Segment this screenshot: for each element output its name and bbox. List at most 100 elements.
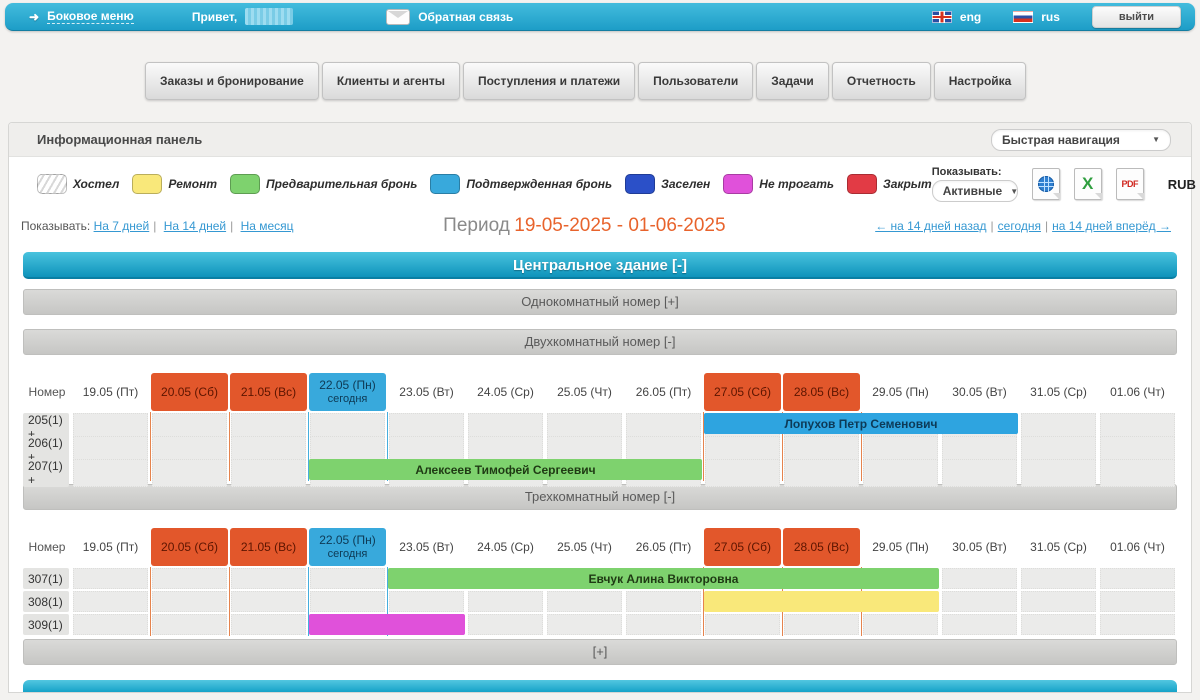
logout-button[interactable]: выйти	[1091, 5, 1181, 28]
calendar-cell[interactable]	[152, 591, 227, 612]
calendar-cell[interactable]	[1100, 591, 1175, 612]
booking-bar[interactable]: Лопухов Петр Семенович	[703, 413, 1018, 434]
calendar-cell[interactable]	[310, 591, 385, 612]
filter-select[interactable]: Активные ▼	[931, 180, 1018, 202]
day-header-cell: 26.05 (Пт)	[625, 528, 702, 566]
calendar-table: Номер 19.05 (Пт) 20.05 (Сб) 21.05 (Вс) 22.05…	[23, 372, 1177, 487]
calendar-cell[interactable]	[784, 614, 859, 635]
calendar-cell[interactable]	[705, 459, 780, 487]
day-header-cell: 24.05 (Ср)	[467, 373, 544, 411]
calendar-cell[interactable]	[468, 591, 543, 612]
legend-item: Заселен	[625, 174, 710, 194]
calendar-cell[interactable]	[1100, 614, 1175, 635]
day-header-cell: 27.05 (Сб)	[704, 373, 781, 411]
calendar-cell[interactable]	[942, 459, 1017, 487]
excel-export-icon[interactable]: X	[1073, 168, 1102, 200]
calendar-cell[interactable]	[152, 568, 227, 589]
web-export-icon[interactable]	[1031, 168, 1060, 200]
day-label: 29.05 (Пн)	[872, 384, 929, 399]
calendar-cell[interactable]	[152, 614, 227, 635]
period-range-link[interactable]: На 7 дней	[93, 219, 150, 233]
nav-tab[interactable]: Отчетность	[831, 62, 931, 100]
side-menu-link[interactable]: Боковое меню	[47, 9, 134, 24]
booking-bar[interactable]	[309, 614, 465, 635]
calendar-cell[interactable]	[1021, 459, 1096, 487]
calendar-cell[interactable]	[705, 614, 780, 635]
calendar-cell[interactable]	[231, 614, 306, 635]
calendar-cell[interactable]	[942, 591, 1017, 612]
feedback-link[interactable]: Обратная связь	[418, 9, 514, 24]
calendar-cell[interactable]	[1021, 568, 1096, 589]
calendar-cell[interactable]	[1100, 459, 1175, 487]
lang-eng-link[interactable]: eng	[959, 9, 982, 24]
day-label: 31.05 (Ср)	[1030, 539, 1087, 554]
legend-label: Ремонт	[168, 177, 218, 191]
period-nav-link[interactable]: ← на 14 дней назад	[875, 219, 987, 233]
nav-tab[interactable]: Пользователи	[638, 62, 754, 100]
calendar-cell[interactable]	[73, 459, 148, 487]
booking-bar[interactable]	[703, 591, 939, 612]
room-label[interactable]: 308(1)	[23, 591, 69, 612]
calendar-cell[interactable]	[73, 614, 148, 635]
calendar-cell[interactable]	[942, 568, 1017, 589]
calendar-cell[interactable]	[863, 614, 938, 635]
calendar-cell[interactable]	[626, 591, 701, 612]
calendar-cell[interactable]	[152, 459, 227, 487]
calendar-cell[interactable]	[231, 591, 306, 612]
calendar-cell[interactable]	[389, 591, 464, 612]
period-range-link[interactable]: На 14 дней	[163, 219, 227, 233]
room-label[interactable]: 207(1) +	[23, 459, 69, 487]
period-range-link[interactable]: На месяц	[240, 219, 294, 233]
booking-bar[interactable]: Алексеев Тимофей Сергеевич	[309, 459, 702, 480]
nav-tab[interactable]: Задачи	[756, 62, 829, 100]
period-nav-link[interactable]: на 14 дней вперёд →	[1052, 219, 1171, 233]
day-label: 25.05 (Чт)	[557, 384, 612, 399]
calendar-cell[interactable]	[626, 614, 701, 635]
room-label[interactable]: 307(1)	[23, 568, 69, 589]
column-boundary-line	[308, 567, 309, 636]
day-header-cell: 19.05 (Пт)	[72, 373, 149, 411]
calendar-cell[interactable]	[231, 568, 306, 589]
calendar-row: 309(1)	[23, 613, 1177, 636]
section-header-one-room[interactable]: Однокомнатный номер [+]	[23, 289, 1177, 315]
nav-tab[interactable]: Заказы и бронирование	[145, 62, 319, 100]
nav-tab[interactable]: Клиенты и агенты	[321, 62, 460, 100]
lang-rus-link[interactable]: rus	[1041, 9, 1060, 24]
booking-bar[interactable]: Евчук Алина Викторовна	[387, 568, 939, 589]
separator: |	[990, 219, 994, 233]
calendar-cell[interactable]	[231, 459, 306, 487]
day-label: 19.05 (Пт)	[82, 384, 139, 399]
calendar-cell[interactable]	[1021, 614, 1096, 635]
nav-tab[interactable]: Настройка	[933, 62, 1027, 100]
pdf-export-icon[interactable]: PDF	[1115, 168, 1144, 200]
calendar-cell[interactable]	[73, 568, 148, 589]
day-header-cell: 25.05 (Чт)	[546, 528, 623, 566]
room-label[interactable]: 309(1)	[23, 614, 69, 635]
calendar-cell[interactable]	[942, 614, 1017, 635]
column-boundary-line	[702, 412, 704, 481]
section-header-room-type[interactable]: Двухкомнатный номер [-]	[23, 329, 1177, 355]
building-header-central[interactable]: Центральное здание [-]	[23, 252, 1177, 279]
next-building-bar[interactable]	[23, 680, 1177, 692]
calendar-cell[interactable]	[73, 591, 148, 612]
calendar-cell[interactable]	[547, 614, 622, 635]
period-nav-link[interactable]: сегодня	[997, 219, 1041, 233]
calendar-cell[interactable]	[468, 614, 543, 635]
side-menu-arrow-icon: ➜	[29, 9, 40, 24]
calendar-cell[interactable]	[784, 459, 859, 487]
calendar-cell[interactable]	[863, 459, 938, 487]
calendar-cell[interactable]	[1100, 568, 1175, 589]
nav-tab[interactable]: Поступления и платежи	[462, 62, 636, 100]
section-header-room-type[interactable]: Трехкомнатный номер [-]	[23, 484, 1177, 510]
quick-navigation-select[interactable]: Быстрая навигация ▼	[991, 128, 1171, 151]
legend-label: Заселен	[661, 177, 711, 191]
calendar-cell[interactable]	[310, 568, 385, 589]
quick-navigation-value: Быстрая навигация	[1002, 132, 1120, 147]
ru-flag-icon[interactable]	[1013, 10, 1034, 23]
uk-flag-icon[interactable]	[931, 10, 952, 23]
column-boundary-line	[228, 412, 230, 481]
calendar-cell[interactable]	[547, 591, 622, 612]
section-header-more[interactable]: [+]	[23, 639, 1177, 665]
calendar-cell[interactable]	[1021, 591, 1096, 612]
column-boundary-line	[228, 567, 230, 636]
